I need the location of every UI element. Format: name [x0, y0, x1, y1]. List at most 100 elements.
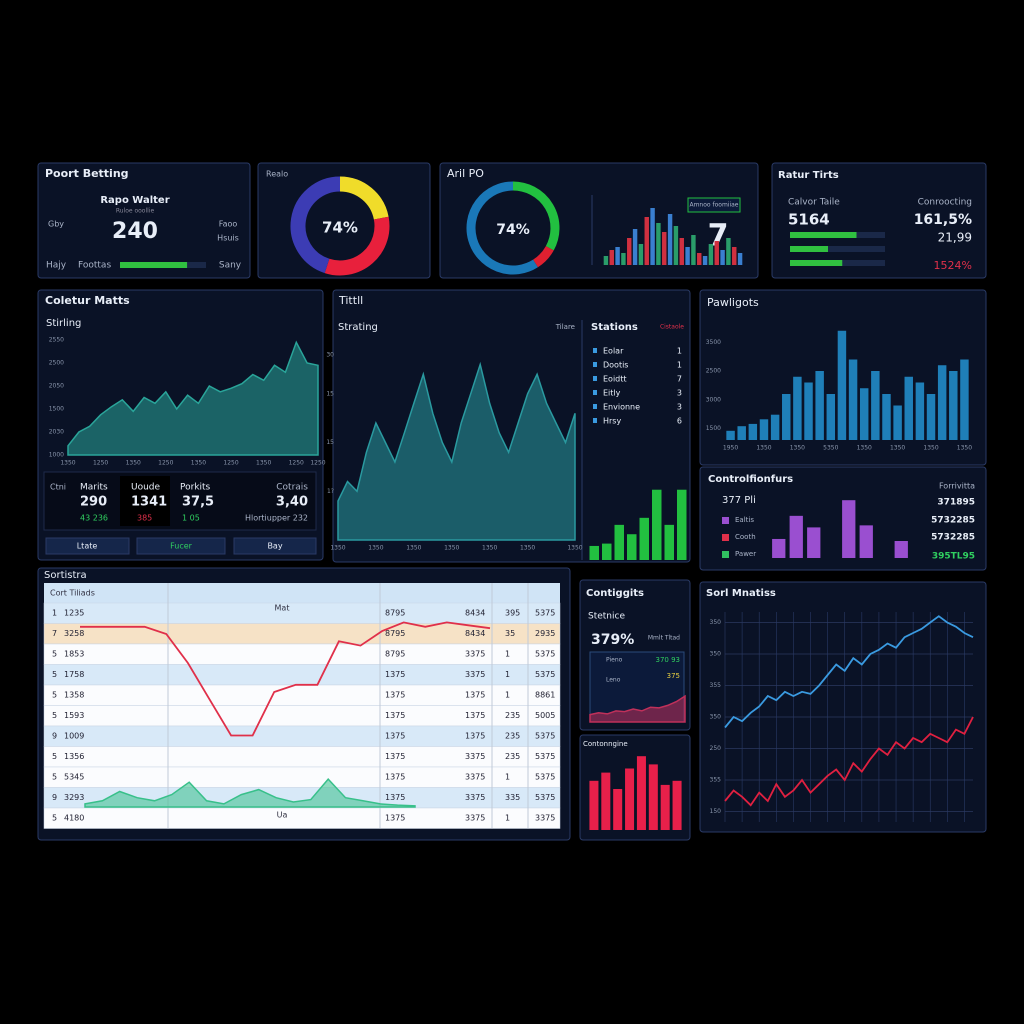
- x-tick-label: 1350: [567, 545, 582, 552]
- label: 1524%: [934, 259, 972, 272]
- table-header: [44, 583, 560, 603]
- label: 395TL95: [932, 552, 975, 562]
- legend-swatch: [722, 551, 729, 558]
- y-tick-label: 150: [710, 808, 722, 815]
- bar: [644, 217, 649, 265]
- bar: [660, 784, 670, 830]
- x-tick-label: 5350: [823, 445, 838, 452]
- y-tick-label: 355: [710, 682, 722, 689]
- bar: [904, 376, 913, 440]
- bar: [679, 238, 684, 265]
- inner-card: [43, 471, 317, 531]
- label: 235: [505, 752, 520, 761]
- label: Cistaole: [660, 324, 684, 331]
- label: 1375: [385, 752, 405, 761]
- label: Sorl Mnatiss: [706, 588, 776, 599]
- y-tick-label: 2030: [49, 429, 64, 436]
- y-tick-label: 15: [326, 439, 334, 446]
- label: Cort Tiliads: [50, 589, 95, 598]
- label: 1375: [385, 773, 405, 782]
- label: 8434: [465, 629, 485, 638]
- label: Sany: [219, 261, 242, 271]
- label: Pieno: [606, 657, 623, 664]
- x-tick-label: 1350: [857, 445, 872, 452]
- bullet: [593, 376, 597, 381]
- x-tick-label: 1350: [957, 445, 972, 452]
- x-tick-label: 1350: [191, 460, 206, 467]
- bar: [804, 382, 813, 440]
- x-tick-label: 1250: [310, 460, 325, 467]
- label: 1375: [385, 670, 405, 679]
- label: Foottas: [78, 261, 111, 271]
- label: 3: [677, 389, 682, 398]
- label: 3375: [535, 814, 555, 823]
- bar: [782, 394, 791, 440]
- label: Hsuis: [217, 234, 239, 243]
- donut-segment: [466, 181, 538, 275]
- bar: [603, 256, 609, 265]
- label: 3375: [465, 752, 485, 761]
- bullet: [593, 404, 597, 409]
- x-tick-label: 1250: [223, 460, 238, 467]
- label: Controlfionfurs: [708, 474, 793, 485]
- label: 5375: [535, 670, 555, 679]
- label: 1: [677, 361, 682, 370]
- bar: [960, 359, 969, 440]
- label: Contonngine: [583, 740, 628, 748]
- label: 377 Pli: [722, 495, 756, 506]
- label: 3375: [465, 773, 485, 782]
- bar: [770, 414, 780, 440]
- label: 5732285: [931, 516, 975, 526]
- bar: [726, 238, 731, 265]
- label: 3258: [64, 629, 84, 638]
- bar: [650, 208, 655, 265]
- panel: [699, 581, 987, 833]
- y-tick-label: 15: [326, 390, 334, 397]
- label: Faoo: [219, 220, 238, 229]
- bar: [627, 238, 632, 265]
- label: 5375: [535, 609, 555, 618]
- button[interactable]: [136, 537, 226, 555]
- label: 1375: [465, 691, 485, 700]
- label: Rapo Walter: [100, 195, 169, 206]
- bar: [697, 253, 702, 265]
- label: 371895: [937, 498, 975, 508]
- button[interactable]: [233, 537, 317, 555]
- x-tick-label: 1350: [520, 545, 535, 552]
- bar: [837, 330, 847, 440]
- label: Poort Betting: [45, 167, 129, 180]
- label: 1: [52, 609, 57, 618]
- y-tick-label: 2500: [49, 360, 64, 367]
- label: 5: [52, 814, 57, 823]
- area: [589, 694, 686, 723]
- x-tick-label: 1350: [368, 545, 383, 552]
- label: 8795: [385, 609, 405, 618]
- label: 1356: [64, 752, 84, 761]
- bar: [737, 253, 743, 265]
- label: 1009: [64, 732, 84, 741]
- bar: [893, 405, 902, 440]
- label: Mat: [275, 604, 290, 613]
- label: Porkits: [180, 483, 211, 493]
- label: 8434: [465, 609, 485, 618]
- label: 5: [52, 773, 57, 782]
- label: Coletur Matts: [45, 294, 130, 307]
- label: 5164: [788, 211, 830, 229]
- legend-box: [687, 197, 741, 213]
- bar: [815, 371, 824, 440]
- button[interactable]: [45, 537, 130, 555]
- bullet: [593, 418, 597, 423]
- y-tick-label: 2500: [706, 368, 721, 375]
- label: 1853: [64, 650, 84, 659]
- line: [724, 716, 974, 807]
- progress-bar: [790, 260, 843, 266]
- area: [84, 777, 416, 808]
- table-row: [43, 807, 561, 829]
- bar: [807, 527, 821, 558]
- label: 21,99: [938, 231, 972, 245]
- bar: [842, 500, 856, 558]
- label: 1758: [64, 670, 84, 679]
- bar: [627, 534, 637, 560]
- line: [724, 615, 974, 729]
- label: Eolar: [603, 347, 624, 356]
